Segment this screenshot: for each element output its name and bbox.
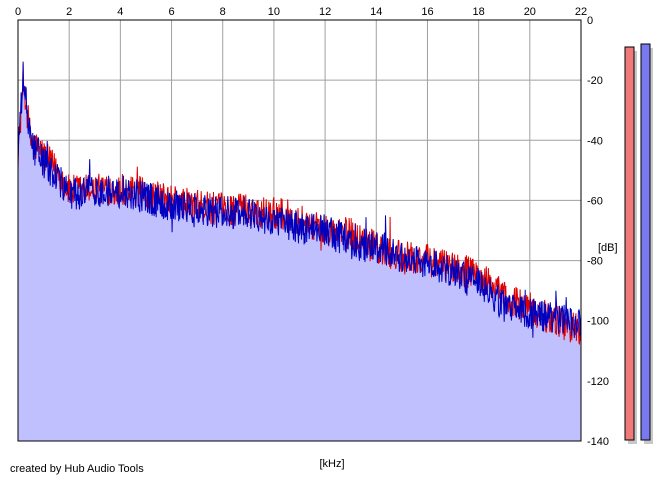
x-tick-label: 6 <box>168 6 174 18</box>
x-tick-label: 16 <box>421 6 433 18</box>
x-axis-label: [kHz] <box>319 458 344 470</box>
y-tick-label: 0 <box>587 15 593 27</box>
x-tick-label: 12 <box>319 6 331 18</box>
x-tick-label: 22 <box>575 6 587 18</box>
y-tick-label: -80 <box>587 256 603 268</box>
x-tick-label: 2 <box>66 6 72 18</box>
y-axis-label: [dB] <box>598 242 618 254</box>
x-tick-label: 0 <box>15 6 21 18</box>
credit-text: created by Hub Audio Tools <box>10 463 144 475</box>
y-tick-label: -100 <box>587 316 609 328</box>
y-tick-label: -40 <box>587 135 603 147</box>
y-tick-label: -60 <box>587 195 603 207</box>
x-tick-label: 20 <box>524 6 536 18</box>
x-tick-label: 18 <box>473 6 485 18</box>
y-tick-label: -140 <box>587 436 609 448</box>
level-meter-left <box>624 46 635 441</box>
y-tick-label: -120 <box>587 376 609 388</box>
level-meters <box>624 43 653 444</box>
level-meter-right <box>640 43 651 441</box>
spectrum-traces <box>17 61 582 346</box>
series-line-right <box>17 61 582 339</box>
spectrum-area <box>18 61 581 441</box>
x-tick-labels: 0 2 4 6 8 10 12 14 16 18 20 22 <box>15 6 587 18</box>
x-tick-label: 14 <box>370 6 382 18</box>
y-tick-label: -20 <box>587 75 603 87</box>
y-tick-labels: 0 -20 -40 -60 -80 -100 -120 -140 <box>587 15 609 448</box>
x-tick-label: 4 <box>117 6 123 18</box>
x-tick-label: 8 <box>220 6 226 18</box>
spectrum-fill <box>18 61 581 441</box>
plot-frame <box>17 19 582 442</box>
x-tick-label: 10 <box>268 6 280 18</box>
